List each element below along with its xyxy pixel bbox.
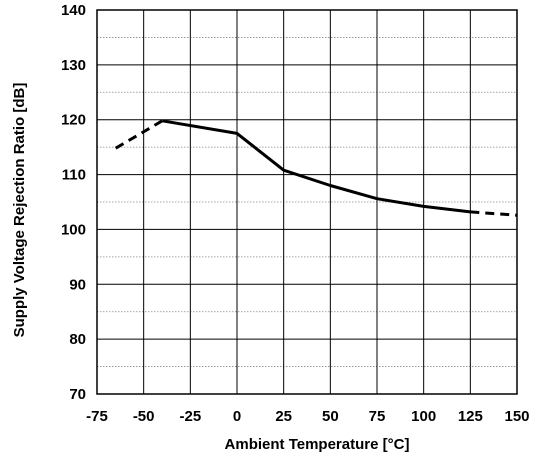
y-tick-label: 70 [69,386,86,403]
x-tick-label: 150 [504,408,529,425]
y-tick-label: 90 [69,276,86,293]
x-tick-label: 50 [322,408,339,425]
y-tick-label: 100 [61,221,86,238]
x-tick-labels: -75 -50 -25 0 25 50 75 100 125 150 [86,408,529,425]
x-tick-label: 100 [411,408,436,425]
x-tick-label: -25 [179,408,201,425]
x-tick-label: 0 [233,408,241,425]
plot-frame [96,9,518,395]
y-tick-label: 110 [62,167,86,184]
y-tick-labels: 70 80 90 100 110 120 130 140 [61,2,86,403]
series-line-solid [162,119,471,214]
x-tick-label: 25 [275,408,292,425]
x-tick-label: 75 [369,408,386,425]
y-tick-label: 80 [69,331,86,348]
series-line-dashed [114,119,164,150]
y-tick-label: 120 [61,112,86,129]
y-tick-label: 130 [61,57,86,74]
minor-grid [97,37,517,367]
x-tick-label: 125 [458,408,483,425]
x-tick-label: -50 [133,408,155,425]
major-grid [97,10,517,394]
y-tick-label: 140 [61,2,86,19]
x-tick-label: -75 [86,408,108,425]
series-line-dashed [470,210,518,217]
y-axis-label: Supply Voltage Rejection Ratio [dB] [11,83,28,338]
x-axis-label: Ambient Temperature [°C] [225,436,410,453]
series-layer [114,119,518,217]
